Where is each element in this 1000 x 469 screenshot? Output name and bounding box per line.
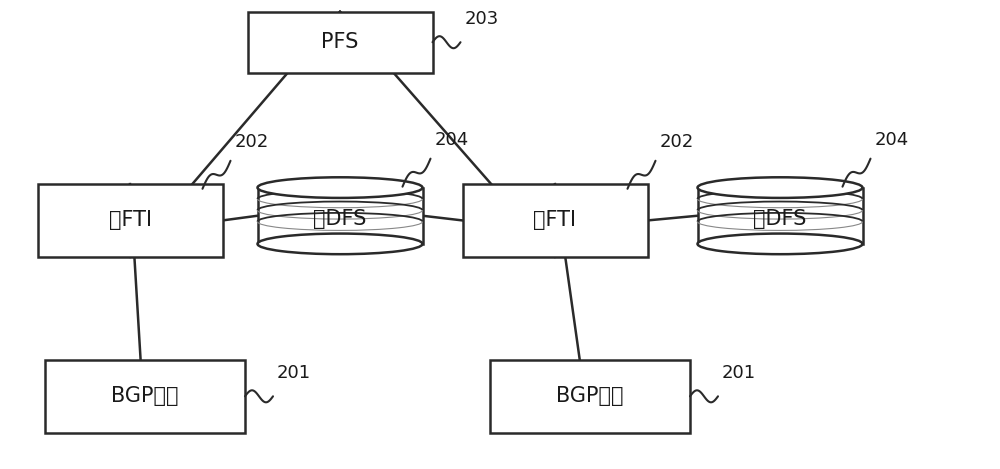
- Bar: [45, 360, 245, 432]
- Text: 主FTI: 主FTI: [108, 211, 152, 230]
- Ellipse shape: [698, 234, 862, 254]
- Text: 202: 202: [234, 133, 269, 151]
- Text: 204: 204: [434, 131, 469, 149]
- Text: 202: 202: [660, 133, 694, 151]
- Bar: [462, 184, 648, 257]
- Bar: [698, 188, 862, 244]
- Text: 备FTI: 备FTI: [534, 211, 576, 230]
- Ellipse shape: [258, 234, 422, 254]
- Text: 201: 201: [722, 364, 756, 382]
- Text: 主DFS: 主DFS: [313, 209, 367, 228]
- Text: 204: 204: [874, 131, 909, 149]
- Text: PFS: PFS: [321, 32, 359, 52]
- Text: 201: 201: [277, 364, 311, 382]
- Text: 203: 203: [464, 10, 499, 28]
- Text: 备DFS: 备DFS: [753, 209, 807, 228]
- Bar: [38, 184, 222, 257]
- Text: BGP单元: BGP单元: [111, 386, 179, 406]
- Ellipse shape: [258, 177, 422, 198]
- Bar: [258, 188, 422, 244]
- Ellipse shape: [698, 177, 862, 198]
- Text: BGP单元: BGP单元: [556, 386, 624, 406]
- Bar: [248, 12, 432, 73]
- Bar: [490, 360, 690, 432]
